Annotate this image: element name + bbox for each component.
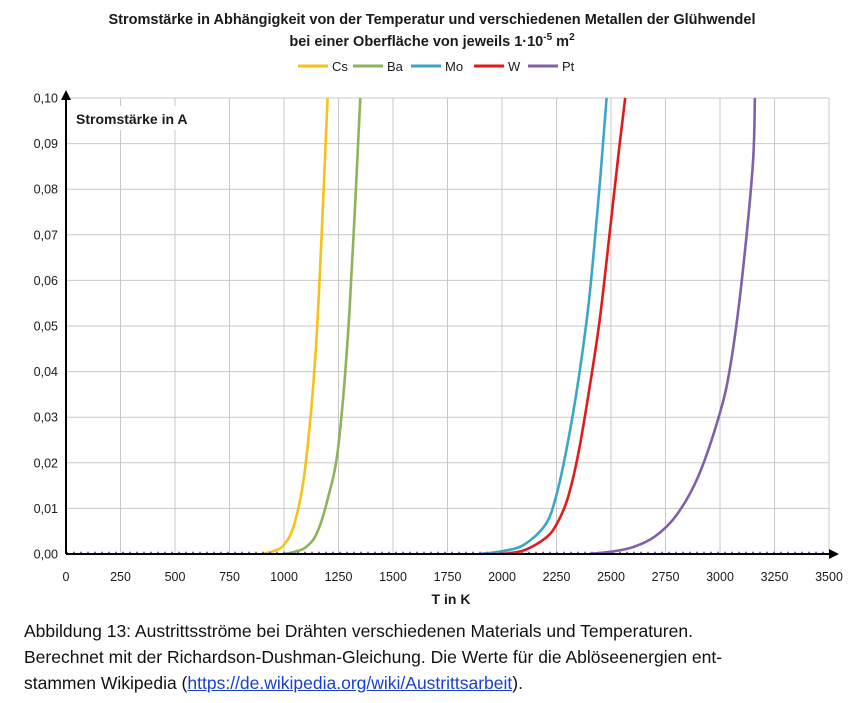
ylabel-background — [72, 106, 212, 130]
y-tick-label: 0,03 — [34, 411, 58, 425]
grid — [65, 97, 830, 555]
x-tick-label: 3500 — [815, 570, 843, 584]
series-line-ba — [283, 97, 362, 556]
chart-title-line1: Stromstärke in Abhängigkeit von der Temp… — [109, 12, 756, 28]
y-tick-label: 0,05 — [34, 320, 58, 334]
y-axis-ticks: 0,00 0,01 0,02 0,03 0,04 0,05 0,06 0,07 0,08 0,09… — [34, 92, 58, 562]
y-tick-label: 0,10 — [34, 92, 58, 106]
x-tick-label: 250 — [110, 570, 131, 584]
legend-label-ba: Ba — [387, 59, 404, 74]
series-line-mo — [480, 97, 608, 556]
x-axis-label: T in K — [432, 591, 471, 607]
legend: Cs Ba Mo W Pt — [298, 59, 575, 74]
x-tick-label: 1500 — [379, 570, 407, 584]
x-tick-label: 1250 — [325, 570, 353, 584]
y-tick-label: 0,04 — [34, 365, 58, 379]
y-axis-arrow — [61, 90, 71, 100]
x-tick-label: 1750 — [434, 570, 462, 584]
chart: Stromstärke in Abhängigkeit von der Temp… — [34, 12, 843, 607]
caption-line-2: Berechnet mit der Richardson-Dushman-Gle… — [24, 647, 723, 667]
chart-title-line2: bei einer Oberfläche von jeweils 1·10-5 … — [289, 32, 575, 50]
x-tick-label: 2000 — [488, 570, 516, 584]
x-tick-label: 2250 — [543, 570, 571, 584]
axes — [61, 90, 839, 559]
x-tick-label: 1000 — [270, 570, 298, 584]
y-tick-label: 0,01 — [34, 502, 58, 516]
legend-label-pt: Pt — [562, 59, 575, 74]
x-tick-label: 750 — [219, 570, 240, 584]
y-tick-label: 0,00 — [34, 548, 58, 562]
x-tick-label: 3250 — [761, 570, 789, 584]
x-tick-label: 2500 — [597, 570, 625, 584]
caption-line-1: Abbildung 13: Austrittsströme bei Drähte… — [24, 621, 693, 641]
x-tick-label: 0 — [63, 570, 70, 584]
x-tick-label: 2750 — [652, 570, 680, 584]
x-tick-label: 3000 — [706, 570, 734, 584]
y-tick-label: 0,07 — [34, 228, 58, 242]
y-tick-label: 0,08 — [34, 183, 58, 197]
y-axis-label: Stromstärke in A — [76, 111, 188, 127]
x-axis-ticks: 0 250 500 750 1000 1250 1500 1750 2000 2250 2500 27… — [63, 570, 843, 584]
series-line-pt — [589, 97, 757, 556]
legend-label-cs: Cs — [332, 59, 348, 74]
y-tick-label: 0,09 — [34, 137, 58, 151]
y-tick-label: 0,02 — [34, 456, 58, 470]
series-line-w — [501, 97, 627, 556]
figure-caption: Abbildung 13: Austrittsströme bei Drähte… — [24, 618, 849, 696]
y-tick-label: 0,06 — [34, 274, 58, 288]
legend-label-mo: Mo — [445, 59, 463, 74]
legend-label-w: W — [508, 59, 521, 74]
caption-line-3: stammen Wikipedia (https://de.wikipedia.… — [24, 673, 523, 693]
x-axis-arrow — [829, 549, 839, 559]
wikipedia-link[interactable]: https://de.wikipedia.org/wiki/Austrittsa… — [187, 673, 513, 693]
series-line-cs — [261, 97, 329, 556]
x-tick-label: 500 — [165, 570, 186, 584]
